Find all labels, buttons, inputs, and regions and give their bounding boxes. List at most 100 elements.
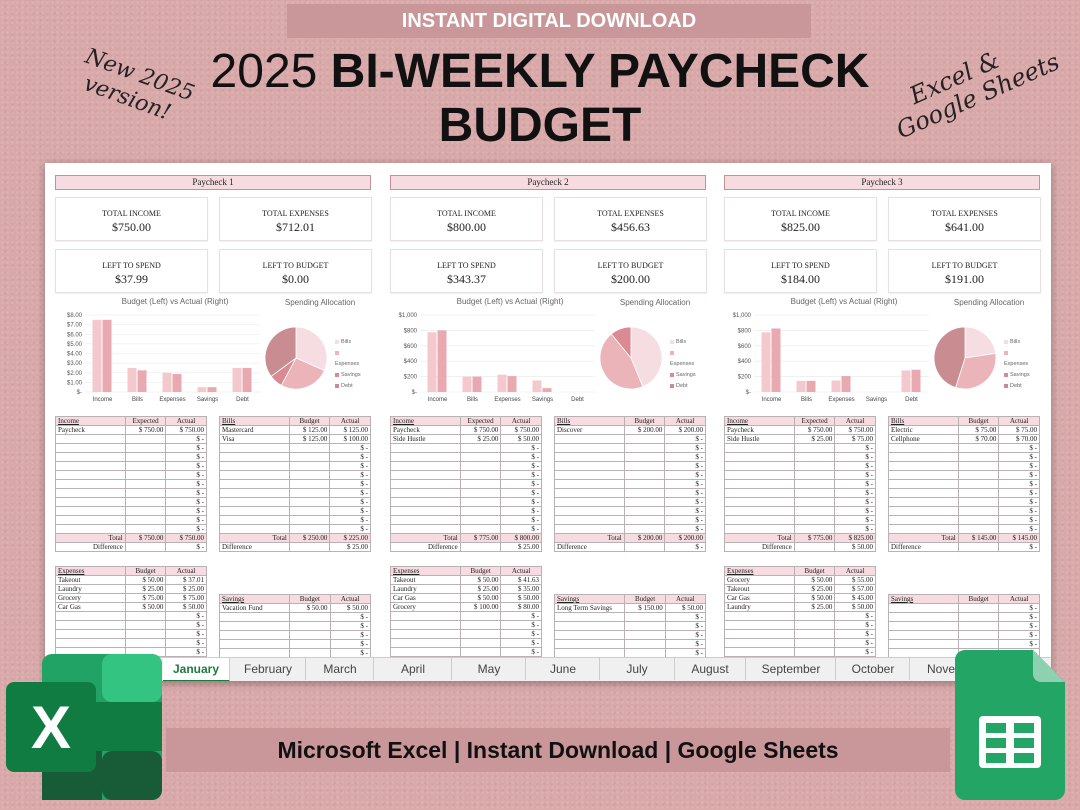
table-cell[interactable] — [459, 488, 502, 498]
table-cell[interactable] — [390, 647, 461, 657]
table-cell[interactable]: $ 25.00 — [793, 584, 836, 594]
table-cell[interactable] — [553, 630, 626, 640]
table-cell[interactable] — [218, 621, 291, 631]
table-cell[interactable] — [793, 452, 836, 462]
table-cell[interactable] — [623, 452, 666, 462]
table-cell[interactable]: $ 750.00 — [459, 425, 502, 435]
table-cell[interactable]: Car Gas — [390, 593, 461, 603]
table-cell[interactable] — [289, 612, 331, 622]
table-cell[interactable]: $ - — [834, 629, 876, 639]
table-cell[interactable]: Takeout — [724, 584, 795, 594]
table-cell[interactable]: $ - — [664, 506, 706, 516]
table-cell[interactable]: $ - — [664, 515, 706, 525]
table-cell[interactable] — [55, 620, 126, 630]
table-cell[interactable]: $ - — [998, 621, 1040, 631]
table-cell[interactable] — [288, 452, 331, 462]
table-cell[interactable]: $ 50.00 — [124, 575, 167, 585]
table-cell[interactable]: $ 200.00 — [623, 425, 666, 435]
table-cell[interactable]: $ - — [329, 630, 372, 640]
table-cell[interactable]: $ 50.00 — [793, 593, 836, 603]
table-cell[interactable]: $ - — [500, 506, 542, 516]
table-cell[interactable] — [957, 612, 1000, 622]
table-cell[interactable] — [390, 638, 461, 648]
table-cell[interactable] — [793, 611, 836, 621]
table-cell[interactable] — [218, 630, 291, 640]
table-cell[interactable]: $ 50.00 — [500, 593, 542, 603]
table-cell[interactable]: $ 50.00 — [124, 602, 167, 612]
table-cell[interactable] — [957, 630, 1000, 640]
table-cell[interactable] — [459, 611, 502, 621]
table-cell[interactable] — [55, 515, 126, 525]
table-cell[interactable] — [623, 488, 666, 498]
table-cell[interactable] — [888, 612, 959, 622]
table-cell[interactable]: $ - — [500, 479, 542, 489]
table-cell[interactable] — [124, 611, 167, 621]
table-cell[interactable]: $ - — [664, 443, 706, 453]
table-cell[interactable]: $ 75.00 — [124, 593, 167, 603]
table-cell[interactable]: $ - — [165, 524, 207, 534]
table-cell[interactable] — [957, 603, 1000, 613]
table-cell[interactable] — [554, 470, 625, 480]
table-cell[interactable]: $ - — [998, 497, 1040, 507]
table-cell[interactable] — [554, 506, 625, 516]
table-cell[interactable] — [288, 497, 331, 507]
table-cell[interactable] — [624, 621, 666, 631]
table-cell[interactable]: Laundry — [390, 584, 461, 594]
table-cell[interactable]: $ 150.00 — [624, 603, 666, 613]
table-cell[interactable]: $ - — [998, 488, 1040, 498]
table-cell[interactable]: $ 75.00 — [957, 425, 1000, 435]
table-cell[interactable] — [459, 479, 502, 489]
table-cell[interactable]: Cellphone — [888, 434, 959, 444]
table-cell[interactable] — [124, 479, 167, 489]
table-cell[interactable] — [554, 488, 625, 498]
table-cell[interactable]: $ 55.00 — [834, 575, 876, 585]
table-cell[interactable] — [124, 470, 167, 480]
table-cell[interactable]: $ - — [998, 479, 1040, 489]
table-cell[interactable]: $ - — [500, 461, 542, 471]
table-cell[interactable] — [554, 479, 625, 489]
table-cell[interactable] — [124, 488, 167, 498]
table-cell[interactable]: $ - — [834, 497, 876, 507]
table-cell[interactable]: $ 100.00 — [459, 602, 502, 612]
table-cell[interactable]: Laundry — [55, 584, 126, 594]
table-cell[interactable]: $ 45.00 — [834, 593, 876, 603]
table-cell[interactable] — [124, 506, 167, 516]
table-cell[interactable] — [623, 479, 666, 489]
table-cell[interactable] — [390, 470, 461, 480]
table-cell[interactable] — [553, 621, 626, 631]
table-cell[interactable] — [623, 461, 666, 471]
tab-january[interactable]: January — [163, 658, 230, 681]
table-cell[interactable] — [390, 497, 461, 507]
table-cell[interactable] — [957, 639, 1000, 649]
table-cell[interactable] — [219, 479, 290, 489]
table-cell[interactable]: $ - — [834, 524, 876, 534]
table-cell[interactable]: $ - — [664, 639, 707, 649]
table-cell[interactable] — [459, 629, 502, 639]
table-cell[interactable] — [724, 452, 795, 462]
table-cell[interactable]: $ - — [998, 452, 1040, 462]
table-cell[interactable] — [55, 629, 126, 639]
table-cell[interactable] — [55, 470, 126, 480]
table-cell[interactable]: $ - — [500, 629, 542, 639]
table-cell[interactable]: $ - — [329, 461, 371, 471]
table-cell[interactable]: $ - — [834, 461, 876, 471]
table-cell[interactable]: $ - — [834, 638, 876, 648]
table-cell[interactable]: Car Gas — [55, 602, 126, 612]
table-cell[interactable] — [459, 443, 502, 453]
table-cell[interactable]: $ - — [664, 479, 706, 489]
tab-march[interactable]: March — [307, 658, 374, 680]
table-cell[interactable] — [957, 443, 1000, 453]
table-cell[interactable] — [219, 524, 290, 534]
table-cell[interactable]: $ - — [165, 611, 207, 621]
table-cell[interactable]: Side Hustle — [724, 434, 795, 444]
table-cell[interactable]: $ - — [998, 630, 1040, 640]
table-cell[interactable] — [124, 638, 167, 648]
table-cell[interactable] — [623, 515, 666, 525]
table-cell[interactable] — [623, 443, 666, 453]
table-cell[interactable] — [219, 488, 290, 498]
table-cell[interactable]: $ 37.01 — [165, 575, 207, 585]
table-cell[interactable] — [957, 506, 1000, 516]
table-cell[interactable]: $ - — [165, 629, 207, 639]
table-cell[interactable]: $ - — [165, 620, 207, 630]
table-cell[interactable] — [888, 497, 959, 507]
